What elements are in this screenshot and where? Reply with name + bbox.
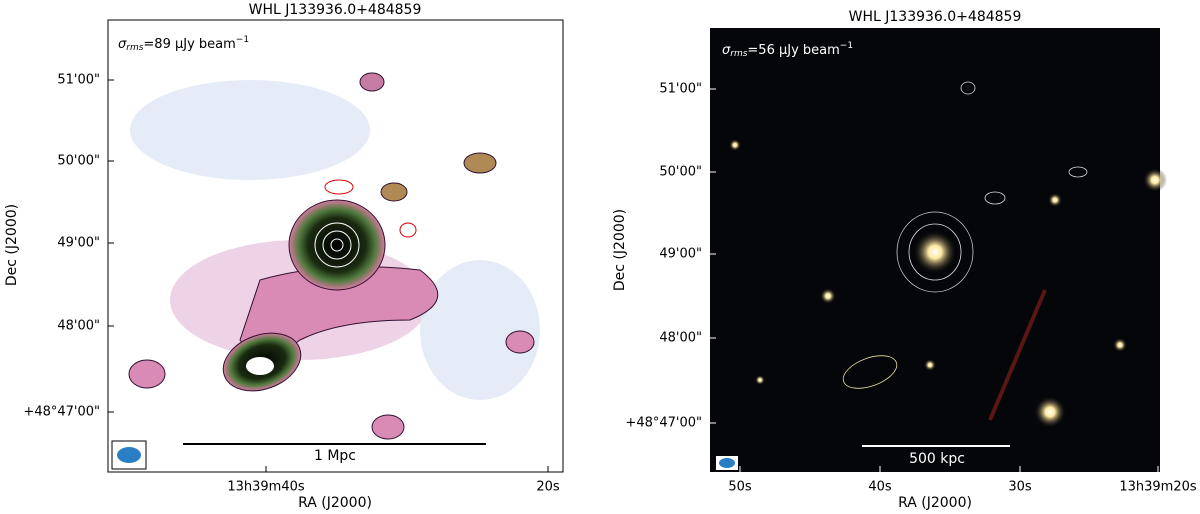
y-tick-label: 48'00" bbox=[57, 319, 100, 334]
x-tick-label: 50s bbox=[728, 480, 752, 495]
y-axis-label: Dec (J2000) bbox=[4, 204, 20, 286]
annotation: σrms=56 μJy beam−1 bbox=[722, 41, 853, 59]
panel-title: WHL J133936.0+484859 bbox=[249, 2, 422, 18]
beam bbox=[719, 458, 735, 468]
x-tick-label: 40s bbox=[868, 480, 892, 495]
x-tick-label: 30s bbox=[1008, 480, 1032, 495]
right-panel: 500 kpc WHL J133936.0+484859 σrms=56 μJy… bbox=[612, 9, 1167, 511]
x-tick-label: 13h39m20s bbox=[1119, 480, 1197, 495]
x-axis-label: RA (J2000) bbox=[898, 495, 972, 511]
x-tick-label: 20s bbox=[536, 480, 560, 495]
panel-title: WHL J133936.0+484859 bbox=[849, 9, 1022, 25]
y-tick-label: 48'00" bbox=[659, 331, 702, 346]
beam bbox=[117, 447, 141, 463]
radio-emission bbox=[128, 72, 540, 440]
x-axis-label: RA (J2000) bbox=[298, 495, 372, 511]
sources bbox=[729, 81, 1167, 428]
scale-bar-label: 500 kpc bbox=[909, 451, 965, 467]
left-panel: 1 Mpc WHL J133936.0+484859 σrms=89 μJy b… bbox=[4, 2, 564, 511]
y-tick-label: 51'00" bbox=[659, 82, 702, 97]
y-tick-label: 51'00" bbox=[57, 73, 100, 88]
y-tick-label: +48°47'00" bbox=[23, 405, 100, 420]
y-tick-label: 50'00" bbox=[57, 154, 100, 169]
y-tick-label: 50'00" bbox=[659, 165, 702, 180]
y-tick-label: +48°47'00" bbox=[625, 416, 702, 431]
y-axis-label: Dec (J2000) bbox=[612, 209, 628, 291]
scale-bar-label: 1 Mpc bbox=[314, 448, 356, 464]
annotation: σrms=89 μJy beam−1 bbox=[118, 35, 249, 53]
y-tick-label: 49'00" bbox=[57, 236, 100, 251]
y-tick-label: 49'00" bbox=[659, 247, 702, 262]
x-tick-label: 13h39m40s bbox=[227, 480, 305, 495]
